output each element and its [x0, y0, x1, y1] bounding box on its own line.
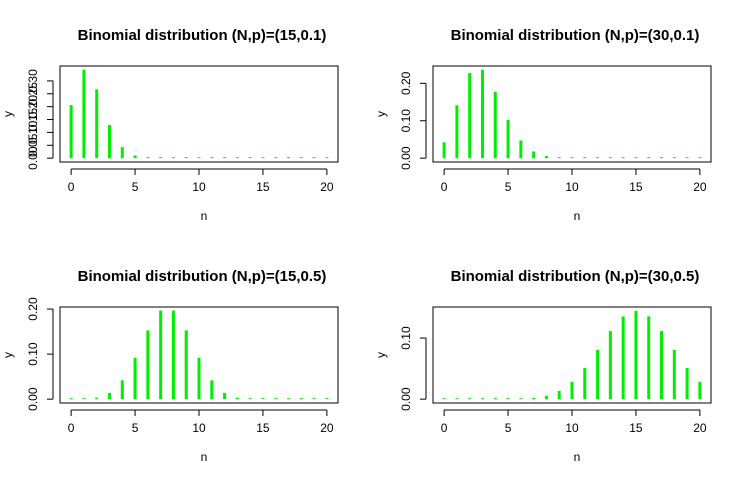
y-tick-label: 0.05	[26, 133, 40, 157]
x-tick-label: 10	[565, 421, 579, 435]
chart-title: Binomial distribution (N,p)=(30,0.5)	[451, 268, 700, 285]
y-axis-label: y	[1, 352, 15, 358]
x-axis-label: n	[574, 209, 581, 223]
chart-panel-2: Binomial distribution (N,p)=(30,0.1) 0 5 10…	[374, 27, 712, 223]
y-tick-label: 0.00	[26, 387, 40, 411]
x-axis-label: n	[201, 209, 208, 223]
y-tick-label: 0.20	[399, 71, 413, 95]
chart-panel-3: Binomial distribution (N,p)=(15,0.5) 0 5 10…	[1, 268, 339, 464]
x-tick-label: 10	[565, 180, 579, 194]
x-tick-label: 15	[256, 421, 270, 435]
y-tick-label: 0.20	[26, 297, 40, 321]
x-axis-label: n	[574, 450, 581, 464]
chart-title: Binomial distribution (N,p)=(15,0.1)	[78, 27, 327, 44]
x-tick-label: 20	[320, 421, 334, 435]
x-tick-label: 20	[693, 180, 707, 194]
x-axis-label: n	[201, 450, 208, 464]
plot-frame	[432, 306, 712, 404]
x-tick-label: 20	[320, 180, 334, 194]
y-tick-label: 0.10	[399, 109, 413, 133]
x-tick-label: 15	[256, 180, 270, 194]
chart-title: Binomial distribution (N,p)=(15,0.5)	[78, 268, 327, 285]
plot-frame	[432, 65, 712, 163]
x-tick-label: 5	[505, 421, 512, 435]
x-tick-label: 0	[441, 180, 448, 194]
y-axis-label: y	[1, 111, 15, 117]
y-tick-label: 0.00	[399, 387, 413, 411]
x-tick-label: 5	[132, 180, 139, 194]
x-tick-label: 10	[192, 421, 206, 435]
y-axis-label: y	[374, 352, 388, 358]
x-tick-label: 20	[693, 421, 707, 435]
x-tick-label: 0	[441, 421, 448, 435]
plot-frame	[59, 306, 339, 404]
chart-panel-1: Binomial distribution (N,p)=(15,0.1) 0 5 10…	[1, 27, 339, 223]
y-tick-label: 0.25	[26, 82, 40, 106]
y-tick-label: 0.15	[26, 108, 40, 132]
chart-title: Binomial distribution (N,p)=(30,0.1)	[451, 27, 700, 44]
y-tick-label: 0.10	[399, 326, 413, 350]
x-tick-label: 5	[505, 180, 512, 194]
x-tick-label: 15	[629, 421, 643, 435]
y-tick-label: 0.30	[26, 69, 40, 93]
x-tick-label: 15	[629, 180, 643, 194]
x-tick-label: 0	[68, 180, 75, 194]
plot-frame	[59, 65, 339, 163]
y-tick-label: 0.00	[26, 146, 40, 170]
x-tick-label: 10	[192, 180, 206, 194]
x-tick-label: 5	[132, 421, 139, 435]
y-tick-label: 0.20	[26, 95, 40, 119]
y-tick-label: 0.00	[399, 146, 413, 170]
x-tick-label: 0	[68, 421, 75, 435]
y-tick-label: 0.10	[26, 120, 40, 144]
y-tick-label: 0.10	[26, 342, 40, 366]
chart-panel-4: Binomial distribution (N,p)=(30,0.5) 0 5 10…	[374, 268, 712, 464]
y-axis-label: y	[374, 111, 388, 117]
